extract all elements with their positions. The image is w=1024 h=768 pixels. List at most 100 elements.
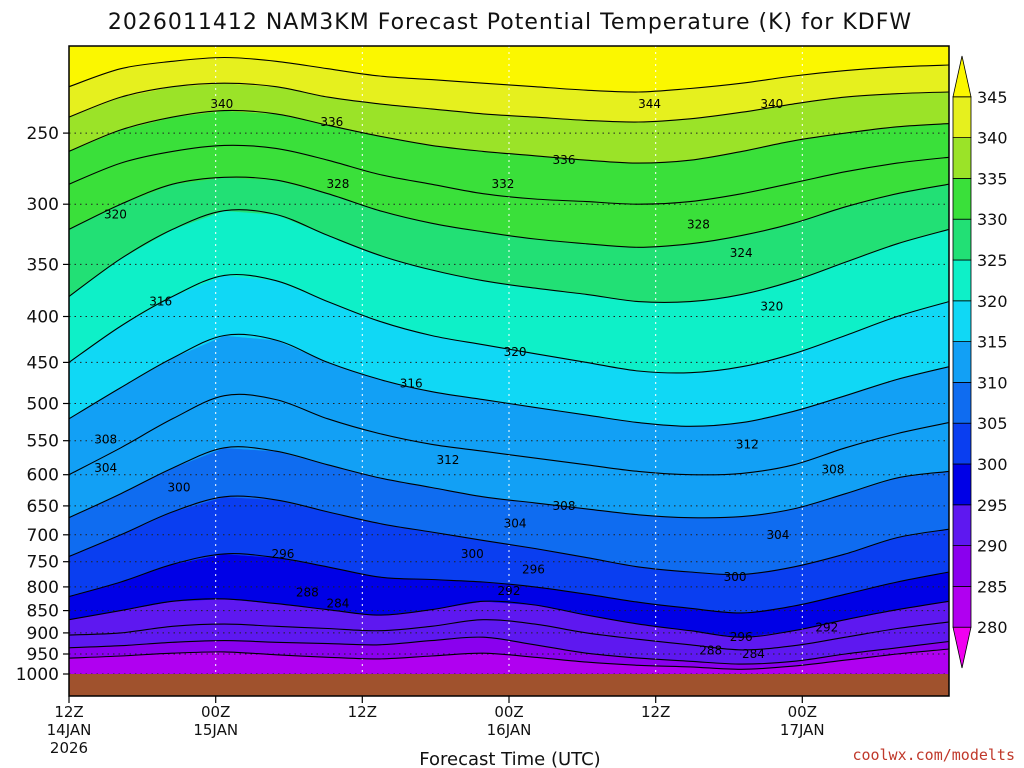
y-tick-label-400: 400 — [27, 308, 59, 328]
colorbar-label-340: 340 — [977, 129, 1008, 148]
colorbar-segment-8 — [952, 300, 972, 342]
contour-label-19: 300 — [168, 481, 191, 495]
colorbar-segment-10 — [952, 218, 972, 261]
contour-label-text: 296 — [730, 630, 753, 644]
colorbar-segment-4 — [952, 463, 972, 506]
colorbar-label-330: 330 — [977, 210, 1008, 229]
contour-label-text: 320 — [104, 208, 127, 222]
x-tick-label-0-1: 14JAN — [47, 721, 92, 739]
contour-label-text: 296 — [271, 547, 294, 561]
contour-label-text: 340 — [210, 97, 233, 111]
contour-label-5: 328 — [326, 177, 349, 191]
contour-label-text: 288 — [296, 586, 319, 600]
colorbar-label-280: 280 — [977, 618, 1008, 637]
contour-label-23: 296 — [271, 547, 294, 561]
y-tick-label-800: 800 — [27, 578, 59, 598]
colorbar-label-345: 345 — [977, 88, 1008, 107]
contour-label-4: 336 — [553, 153, 576, 167]
x-tick-label-24-0: 12Z — [348, 703, 377, 721]
contour-label-text: 332 — [491, 177, 514, 191]
contour-label-6: 332 — [491, 177, 514, 191]
contour-label-text: 304 — [766, 528, 789, 542]
contour-label-9: 324 — [730, 246, 753, 260]
contour-label-11: 320 — [760, 300, 783, 314]
y-tick-label-550: 550 — [27, 432, 59, 452]
colorbar-segment-1 — [952, 586, 972, 628]
surface-ground-band — [69, 674, 949, 696]
colorbar-label-290: 290 — [977, 537, 1008, 556]
contour-label-22: 304 — [766, 528, 789, 542]
contour-label-7: 320 — [104, 208, 127, 222]
colorbar-segment-3 — [952, 504, 972, 546]
contour-label-2: 340 — [760, 97, 783, 111]
x-tick-label-36-1: 16JAN — [487, 721, 532, 739]
contour-label-28: 288 — [296, 586, 319, 600]
contour-label-text: 292 — [498, 584, 521, 598]
x-tick-label-60-0: 00Z — [788, 703, 817, 721]
colorbar-segment-14 — [952, 55, 972, 98]
contour-label-24: 300 — [461, 547, 484, 561]
isentrope-332 — [69, 144, 949, 205]
contour-label-text: 300 — [168, 481, 191, 495]
contour-label-20: 308 — [553, 499, 576, 513]
colorbar-segment-13 — [952, 96, 972, 139]
isentrope-300 — [69, 553, 949, 614]
contour-label-16: 312 — [736, 437, 759, 451]
colorbar: 280 285 290 295 300 305 310 315 320 325 330 335 340 3… — [952, 55, 1008, 669]
isentrope-324 — [69, 209, 949, 303]
contour-label-text: 304 — [504, 517, 527, 531]
plot-area: 340 344 340 336 336 328 332 320 328 324 316 320 320 3… — [68, 45, 950, 697]
y-tick-label-950: 950 — [27, 645, 59, 665]
colorbar-label-320: 320 — [977, 292, 1008, 311]
y-tick-label-1000: 1000 — [16, 665, 59, 685]
colorbar-segment-9 — [952, 259, 972, 302]
contour-label-33: 284 — [742, 647, 765, 661]
y-tick-label-900: 900 — [27, 624, 59, 644]
isentrope-340 — [69, 82, 949, 123]
x-tick-label-36-0: 00Z — [494, 703, 523, 721]
y-tick-label-750: 750 — [27, 553, 59, 573]
contour-label-3: 336 — [320, 115, 343, 129]
colorbar-segment-5 — [952, 422, 972, 465]
contour-label-text: 340 — [760, 97, 783, 111]
contour-label-text: 320 — [504, 345, 527, 359]
contour-label-text: 288 — [699, 644, 722, 658]
contour-label-13: 316 — [400, 377, 423, 391]
contour-label-text: 328 — [687, 218, 710, 232]
contour-label-14: 308 — [94, 432, 117, 446]
colorbar-label-305: 305 — [977, 414, 1008, 433]
contour-label-15: 312 — [436, 453, 459, 467]
y-tick-label-350: 350 — [27, 255, 59, 275]
contour-label-27: 292 — [498, 584, 521, 598]
contour-label-0: 340 — [210, 97, 233, 111]
contour-label-text: 344 — [638, 97, 661, 111]
x-tick-label-12-1: 15JAN — [193, 721, 238, 739]
contour-label-25: 296 — [522, 563, 545, 577]
x-tick-label-0-0: 12Z — [54, 703, 83, 721]
colorbar-label-310: 310 — [977, 373, 1008, 392]
y-tick-label-300: 300 — [27, 195, 59, 215]
isentrope-308 — [69, 446, 949, 519]
contour-label-text: 320 — [760, 300, 783, 314]
contour-label-text: 308 — [821, 462, 844, 476]
contour-label-21: 304 — [504, 517, 527, 531]
isentrope-312 — [69, 393, 949, 476]
contour-label-12: 320 — [504, 345, 527, 359]
contour-label-8: 328 — [687, 218, 710, 232]
contour-label-text: 300 — [461, 547, 484, 561]
x-tick-label-0-2: 2026 — [50, 739, 88, 757]
y-axis-pressure: 2503003504004505005506006507007508008509… — [16, 124, 69, 685]
y-tick-label-500: 500 — [27, 395, 59, 415]
contour-label-text: 328 — [326, 177, 349, 191]
y-tick-label-600: 600 — [27, 466, 59, 486]
y-tick-label-850: 850 — [27, 602, 59, 622]
colorbar-segment-2 — [952, 545, 972, 587]
contour-label-text: 284 — [742, 647, 765, 661]
contour-label-text: 312 — [736, 437, 759, 451]
isentrope-284 — [69, 648, 949, 670]
isentrope-316 — [69, 333, 949, 427]
x-tick-label-60-1: 17JAN — [780, 721, 825, 739]
contour-label-text: 284 — [326, 597, 349, 611]
